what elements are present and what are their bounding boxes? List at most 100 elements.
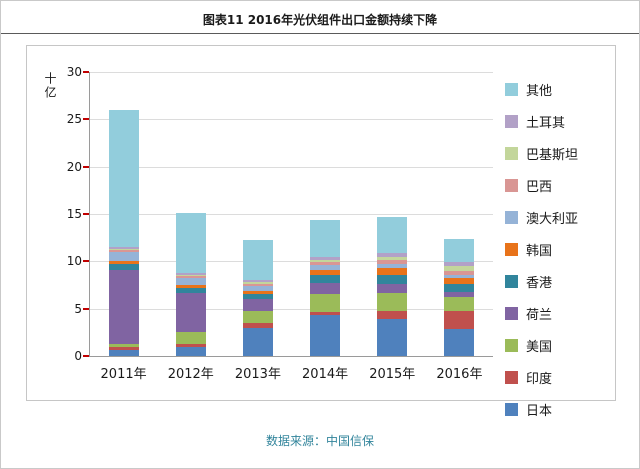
bar-segment-印度 <box>377 310 408 320</box>
bar-segment-巴西 <box>444 270 475 275</box>
bar-segment-美国 <box>242 310 273 323</box>
bar-segment-土耳其 <box>175 272 206 275</box>
bar-segment-美国 <box>175 332 206 344</box>
gridline <box>90 166 493 168</box>
legend-item: 韩国 <box>505 240 578 259</box>
legend-swatch <box>505 275 518 288</box>
chart-frame: 十亿 0 5 10 15 20 25 30 2011年 2012年 2013年 2014年 2015年… <box>26 45 616 419</box>
bar-segment-韩国 <box>310 269 341 275</box>
bar-segment-巴基斯坦 <box>175 274 206 276</box>
y-tick-label: 25 <box>66 112 82 127</box>
bar-segment-荷兰 <box>310 283 341 295</box>
legend-swatch <box>505 403 518 416</box>
bar-segment-土耳其 <box>242 280 273 283</box>
bar-segment-印度 <box>175 343 206 347</box>
legend-swatch <box>505 83 518 96</box>
y-tick-mark <box>83 307 89 310</box>
bar-segment-澳大利亚 <box>175 277 206 286</box>
bar-segment-香港 <box>377 274 408 285</box>
bar-segment-美国 <box>310 294 341 312</box>
y-tick-label: 0 <box>74 349 82 363</box>
legend-swatch <box>505 147 518 160</box>
legend-item: 印度 <box>505 368 578 387</box>
legend-item: 美国 <box>505 336 578 355</box>
x-tick-label: 2016年 <box>436 367 483 382</box>
bar-segment-巴基斯坦 <box>242 282 273 285</box>
bar-segment-香港 <box>444 284 475 292</box>
bar-segment-印度 <box>444 310 475 329</box>
legend-swatch <box>505 115 518 128</box>
gridline <box>90 214 493 215</box>
bar-segment-韩国 <box>377 268 408 275</box>
title-divider <box>1 33 639 34</box>
legend-item: 香港 <box>505 272 578 291</box>
legend: 其他 土耳其 巴基斯坦 巴西 澳大利亚 韩国 香港 荷兰 美国 印度 日本 <box>505 80 578 419</box>
bar-segment-澳大利亚 <box>108 251 139 262</box>
bar-segment-土耳其 <box>108 247 139 250</box>
bar-segment-巴西 <box>108 250 139 252</box>
legend-swatch <box>505 211 518 224</box>
bar-segment-香港 <box>310 274 341 284</box>
legend-item: 其他 <box>505 80 578 99</box>
bar-segment-美国 <box>377 292 408 311</box>
legend-label: 巴基斯坦 <box>526 148 579 163</box>
legend-swatch <box>505 307 518 320</box>
bar-segment-其他 <box>175 213 206 273</box>
legend-swatch <box>505 179 518 192</box>
bar-segment-荷兰 <box>444 291 475 298</box>
legend-label: 日本 <box>526 404 553 419</box>
bar-segment-韩国 <box>175 285 206 288</box>
bar-segment-印度 <box>310 311 341 316</box>
bar-segment-荷兰 <box>377 284 408 293</box>
stacked-bar <box>175 213 206 356</box>
chart-title: 图表11 2016年光伏组件出口金额持续下降 <box>202 13 438 27</box>
gridline <box>90 261 493 263</box>
bar-segment-巴西 <box>242 284 273 287</box>
y-tick-mark <box>83 355 89 357</box>
bar-segment-澳大利亚 <box>444 274 475 279</box>
x-tick-label: 2013年 <box>234 367 281 382</box>
legend-swatch <box>505 339 518 352</box>
bar-segment-日本 <box>242 327 273 356</box>
legend-label: 香港 <box>526 276 553 291</box>
y-tick-mark <box>83 213 89 215</box>
bar-segment-澳大利亚 <box>242 286 273 291</box>
bar-segment-澳大利亚 <box>310 265 341 270</box>
gridline <box>90 308 493 310</box>
bar-segment-巴西 <box>175 275 206 278</box>
x-tick-label: 2011年 <box>100 367 147 382</box>
bar-segment-其他 <box>108 109 139 248</box>
bar-segment-日本 <box>310 315 341 356</box>
bar-segment-其他 <box>310 219 341 257</box>
bar-segment-韩国 <box>108 261 139 265</box>
legend-item: 巴西 <box>505 176 578 195</box>
stacked-bar <box>310 219 341 356</box>
stacked-bar <box>444 238 475 356</box>
legend-item: 日本 <box>505 400 578 419</box>
bar-segment-韩国 <box>444 278 475 285</box>
stacked-bar <box>377 216 408 356</box>
bar-segment-土耳其 <box>310 256 341 260</box>
bar-segment-澳大利亚 <box>377 264 408 268</box>
bar-segment-土耳其 <box>444 262 475 267</box>
y-tick-mark <box>83 165 89 168</box>
gridline <box>90 119 493 121</box>
bar-segment-荷兰 <box>108 269 139 344</box>
bar-segment-印度 <box>108 346 139 351</box>
legend-label: 土耳其 <box>526 116 566 131</box>
plot-area: 十亿 0 5 10 15 20 25 30 2011年 2012年 2013年 2014年 2015年… <box>43 65 493 382</box>
legend-label: 韩国 <box>526 244 553 259</box>
legend-item: 土耳其 <box>505 112 578 131</box>
y-tick-label: 10 <box>66 254 82 269</box>
stacked-bar <box>242 239 273 356</box>
bar-segment-韩国 <box>242 290 273 294</box>
bar-segment-日本 <box>108 350 139 356</box>
legend-swatch <box>505 243 518 256</box>
bar-segment-巴基斯坦 <box>108 249 139 251</box>
y-tick-mark <box>83 118 89 121</box>
legend-label: 其他 <box>526 84 553 99</box>
bar-segment-香港 <box>175 287 206 293</box>
x-tick-label: 2015年 <box>369 367 416 382</box>
legend-swatch <box>505 371 518 384</box>
bar-segment-日本 <box>377 319 408 356</box>
